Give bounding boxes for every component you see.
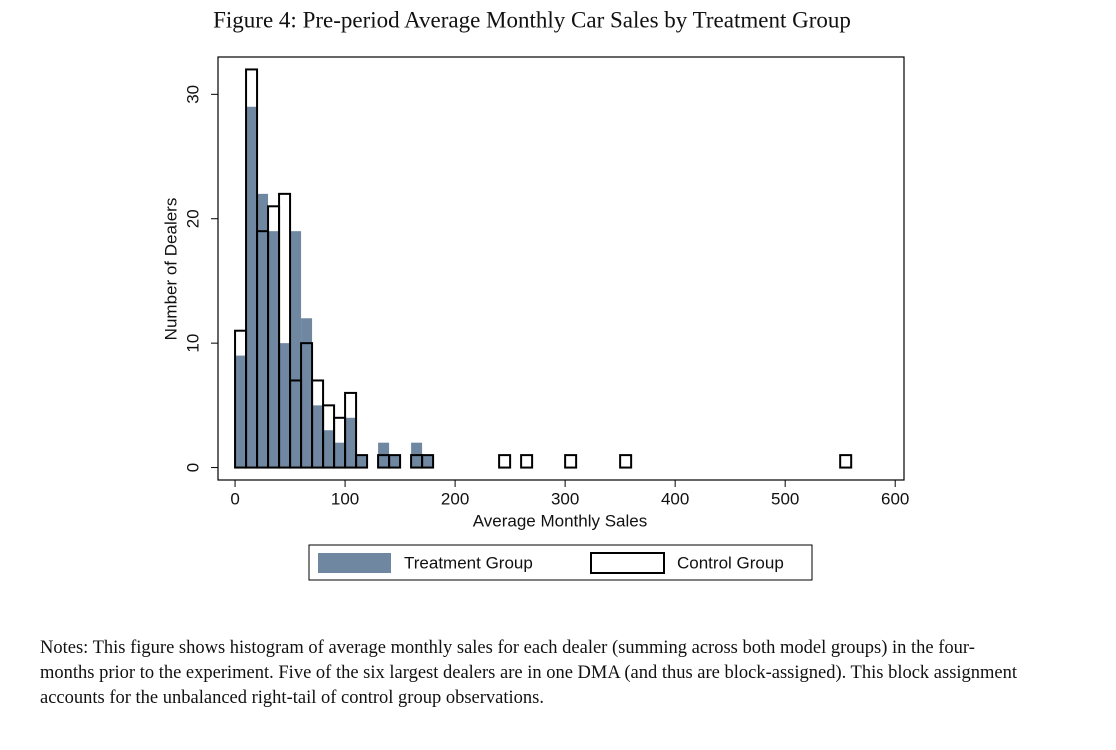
histogram-bar xyxy=(312,405,324,468)
legend-swatch xyxy=(318,553,391,573)
histogram-bar xyxy=(278,192,292,469)
histogram-bar xyxy=(279,343,291,468)
x-tick-label: 400 xyxy=(661,489,689,508)
histogram-bar xyxy=(345,417,357,468)
plot-frame xyxy=(217,56,905,481)
x-tick-label: 100 xyxy=(331,489,359,508)
histogram-bar xyxy=(344,391,358,469)
histogram-bar xyxy=(422,455,434,468)
y-axis-label: Number of Dealers xyxy=(161,198,180,341)
y-tick-label: 0 xyxy=(183,463,202,472)
chart: Figure 4: Pre-period Average Monthly Car… xyxy=(161,7,909,581)
legend-label: Control Group xyxy=(677,553,784,572)
y-tick-label: 30 xyxy=(183,85,202,104)
histogram-bar xyxy=(290,231,302,468)
histogram-bar xyxy=(356,455,368,468)
chart-title: Figure 4: Pre-period Average Monthly Car… xyxy=(213,7,851,32)
legend-swatch xyxy=(590,552,665,574)
legend-label: Treatment Group xyxy=(404,553,533,572)
legend-frame xyxy=(308,544,813,581)
histogram-bar xyxy=(421,454,435,469)
histogram-bar xyxy=(301,318,313,468)
histogram-bar xyxy=(520,454,534,469)
histogram-bar xyxy=(839,454,853,469)
histogram-bar xyxy=(323,430,335,468)
histogram-bar xyxy=(355,454,369,469)
histogram-bar xyxy=(388,454,402,469)
histogram-bar xyxy=(564,454,578,469)
histogram-bar xyxy=(268,231,280,468)
histogram-bar xyxy=(619,454,633,469)
histogram-bar xyxy=(389,455,401,468)
notes: Notes: This figure shows histogram of av… xyxy=(40,638,1018,708)
x-tick-label: 200 xyxy=(441,489,469,508)
x-tick-label: 300 xyxy=(551,489,579,508)
x-tick-label: 600 xyxy=(881,489,909,508)
x-tick-label: 500 xyxy=(771,489,799,508)
x-axis-label: Average Monthly Sales xyxy=(473,511,648,530)
y-tick-label: 10 xyxy=(183,334,202,353)
x-tick-label: 0 xyxy=(230,489,239,508)
histogram-bar xyxy=(235,355,247,468)
y-tick-label: 20 xyxy=(183,209,202,228)
histogram-bar xyxy=(334,442,346,468)
histogram-bar xyxy=(246,106,258,468)
histogram-bar xyxy=(498,454,512,469)
histogram-bar xyxy=(257,193,269,468)
